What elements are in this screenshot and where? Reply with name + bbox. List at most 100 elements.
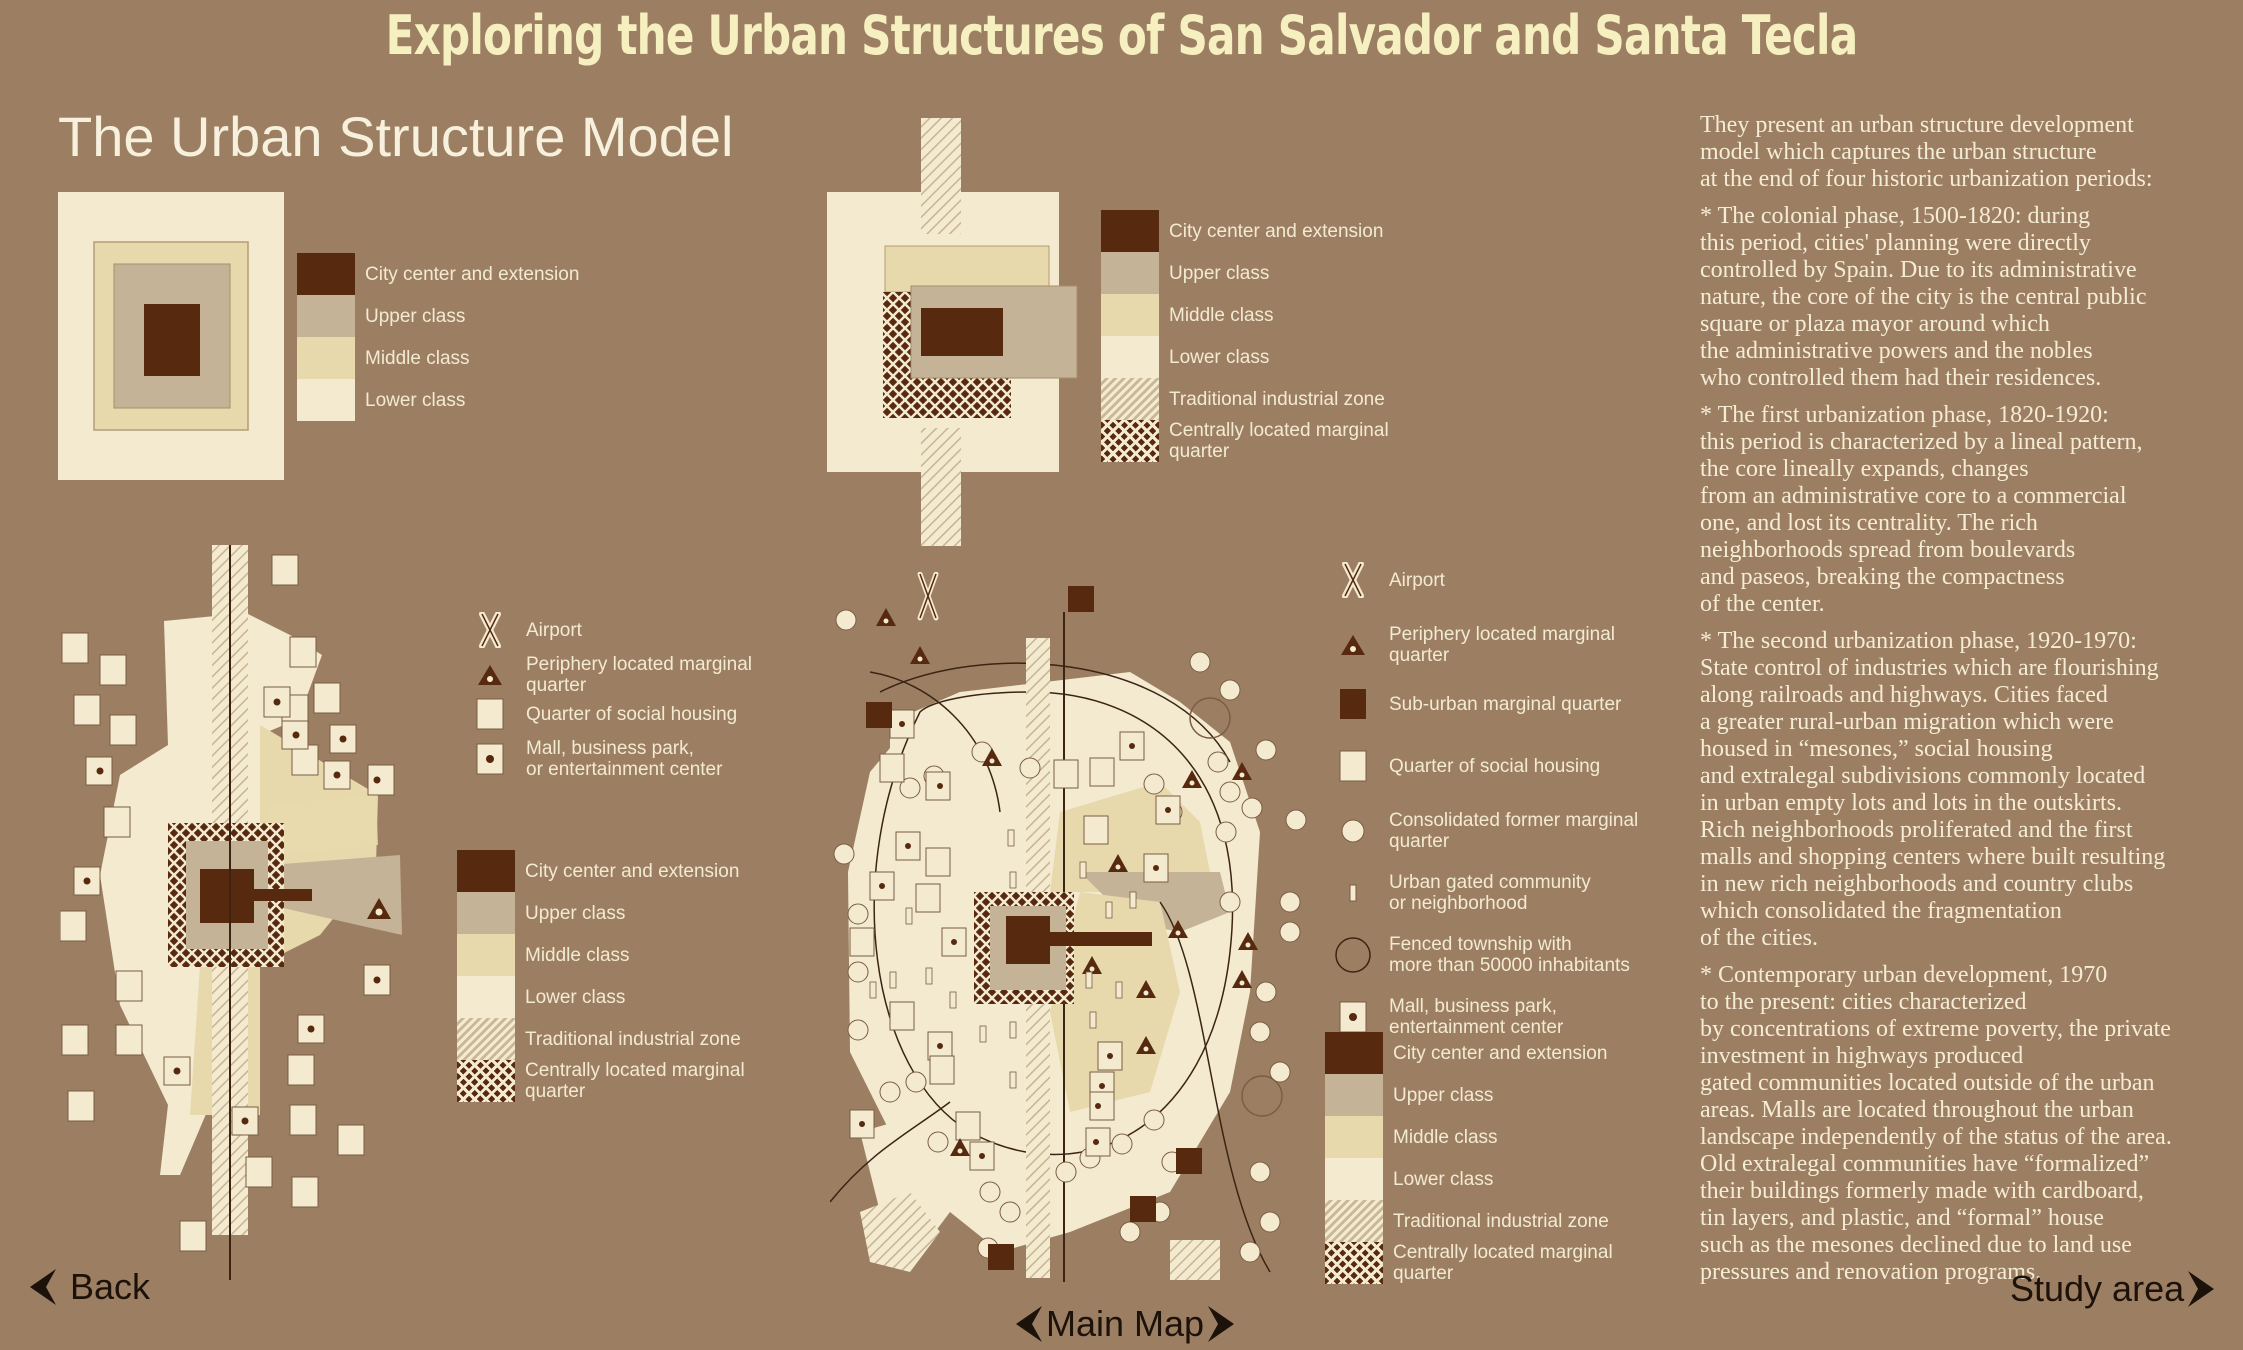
main-map-label: Main Map xyxy=(1046,1303,1205,1344)
legend-item: Lower class xyxy=(457,976,625,1018)
legend-label: Periphery located marginal quarter xyxy=(526,654,753,696)
legend-item: Traditional industrial zone xyxy=(1101,378,1385,420)
legend-label: Middle class xyxy=(1393,1126,1498,1148)
mall-icon xyxy=(1339,1001,1367,1033)
legend-label: Quarter of social housing xyxy=(1389,755,1601,777)
legend-swatch xyxy=(457,1060,515,1102)
legend-item: Urban gated community or neighborhood xyxy=(1335,872,1591,914)
legend-swatch xyxy=(1101,294,1159,336)
legend-label: City center and extension xyxy=(1393,1042,1608,1064)
legend-label: Mall, business park, or entertainment ce… xyxy=(526,738,723,780)
back-button[interactable]: Back xyxy=(26,1266,150,1308)
legend-swatch xyxy=(1325,1242,1383,1284)
triangle-icon xyxy=(478,665,502,685)
legend-item: City center and extension xyxy=(1325,1032,1607,1074)
study-area-label: Study area xyxy=(2010,1268,2185,1309)
legend-swatch xyxy=(457,850,515,892)
airport-icon xyxy=(1342,562,1364,598)
legend-swatch xyxy=(1325,1074,1383,1116)
legend-item: Airport xyxy=(472,612,582,648)
description-second-phase: * The second urbanization phase, 1920-19… xyxy=(1700,628,2166,951)
legend-item: Traditional industrial zone xyxy=(1325,1200,1609,1242)
contemporary-phase-diagram xyxy=(830,572,1307,1282)
square-icon xyxy=(1339,750,1367,782)
legend-label: Traditional industrial zone xyxy=(525,1028,741,1050)
legend-item: Centrally located marginal quarter xyxy=(1101,420,1389,462)
legend-swatch xyxy=(457,976,515,1018)
page-title: Exploring the Urban Structures of San Sa… xyxy=(385,4,1858,67)
legend-label: Upper class xyxy=(1393,1084,1494,1106)
legend-second-phase-areas: City center and extension Upper class Midd… xyxy=(457,850,777,1120)
legend-swatch xyxy=(297,337,355,379)
back-label: Back xyxy=(70,1266,151,1307)
description-colonial: * The colonial phase, 1500-1820: during … xyxy=(1700,203,2147,391)
legend-item: Middle class xyxy=(297,337,470,379)
legend-item: City center and extension xyxy=(297,253,579,295)
legend-label: Mall, business park, entertainment cente… xyxy=(1389,996,1564,1038)
legend-swatch xyxy=(1101,252,1159,294)
description-first-phase: * The first urbanization phase, 1820-192… xyxy=(1700,402,2143,617)
legend-label: Lower class xyxy=(365,389,466,411)
legend-label: Consolidated former marginal quarter xyxy=(1389,810,1639,852)
legend-label: Sub-urban marginal quarter xyxy=(1389,693,1622,715)
legend-item: Middle class xyxy=(1325,1116,1498,1158)
legend-item: Centrally located marginal quarter xyxy=(457,1060,745,1102)
legend-item: Upper class xyxy=(1325,1074,1493,1116)
chevron-left-icon xyxy=(30,1269,56,1305)
legend-item: Upper class xyxy=(457,892,625,934)
legend-label: Fenced township with more than 50000 inh… xyxy=(1389,934,1630,976)
legend-label: Airport xyxy=(526,619,582,641)
legend-item: Periphery located marginal quarter xyxy=(472,654,752,696)
legend-label: City center and extension xyxy=(525,860,740,882)
legend-label: Middle class xyxy=(365,347,470,369)
square-icon xyxy=(476,698,504,730)
legend-item: Fenced township with more than 50000 inh… xyxy=(1335,934,1630,976)
legend-label: Lower class xyxy=(1393,1168,1494,1190)
legend-label: Upper class xyxy=(365,305,466,327)
legend-item: Upper class xyxy=(297,295,465,337)
legend-swatch xyxy=(297,379,355,421)
legend-item: Sub-urban marginal quarter xyxy=(1335,686,1621,722)
legend-swatch xyxy=(297,253,355,295)
triangle-icon xyxy=(1341,635,1365,655)
legend-label: Urban gated community or neighborhood xyxy=(1389,872,1591,914)
legend-colonial: City center and extension Upper class Midd… xyxy=(297,253,627,423)
legend-item: Centrally located marginal quarter xyxy=(1325,1242,1613,1284)
legend-swatch xyxy=(457,1018,515,1060)
circle-icon xyxy=(1341,819,1365,843)
legend-swatch xyxy=(457,934,515,976)
colonial-phase-diagram xyxy=(58,192,284,480)
legend-swatch xyxy=(297,295,355,337)
second-phase-diagram xyxy=(60,545,402,1280)
big-circle-icon xyxy=(1335,937,1371,973)
airport-icon xyxy=(479,612,501,648)
legend-item: Mall, business park, entertainment cente… xyxy=(1335,996,1563,1038)
legend-label: Upper class xyxy=(525,902,626,924)
chevron-left-icon xyxy=(1016,1306,1042,1342)
study-area-button[interactable]: Study area xyxy=(2010,1268,2218,1310)
legend-label: City center and extension xyxy=(1169,220,1384,242)
legend-label: Traditional industrial zone xyxy=(1169,388,1385,410)
legend-item: Traditional industrial zone xyxy=(457,1018,741,1060)
legend-first-phase: City center and extension Upper class Midd… xyxy=(1101,210,1461,480)
legend-label: Lower class xyxy=(1169,346,1270,368)
legend-label: Centrally located marginal quarter xyxy=(1393,1242,1613,1284)
legend-item: Quarter of social housing xyxy=(472,696,737,732)
legend-label: Lower class xyxy=(525,986,626,1008)
legend-label: Centrally located marginal quarter xyxy=(525,1060,745,1102)
bar-icon xyxy=(1349,884,1357,902)
legend-label: Middle class xyxy=(525,944,630,966)
legend-label: Airport xyxy=(1389,569,1445,591)
legend-item: Lower class xyxy=(1101,336,1269,378)
legend-item: Lower class xyxy=(297,379,465,421)
dark-square-icon xyxy=(1340,689,1366,719)
legend-swatch xyxy=(1325,1200,1383,1242)
mall-icon xyxy=(476,743,504,775)
legend-item: Airport xyxy=(1335,562,1445,598)
legend-item: Lower class xyxy=(1325,1158,1493,1200)
chevron-right-icon xyxy=(2188,1271,2215,1307)
main-map-button[interactable]: Main Map xyxy=(1012,1303,1238,1345)
legend-label: City center and extension xyxy=(365,263,580,285)
description-text: They present an urban structure developm… xyxy=(1700,112,2230,1296)
description-contemporary: * Contemporary urban development, 1970 t… xyxy=(1700,962,2172,1285)
